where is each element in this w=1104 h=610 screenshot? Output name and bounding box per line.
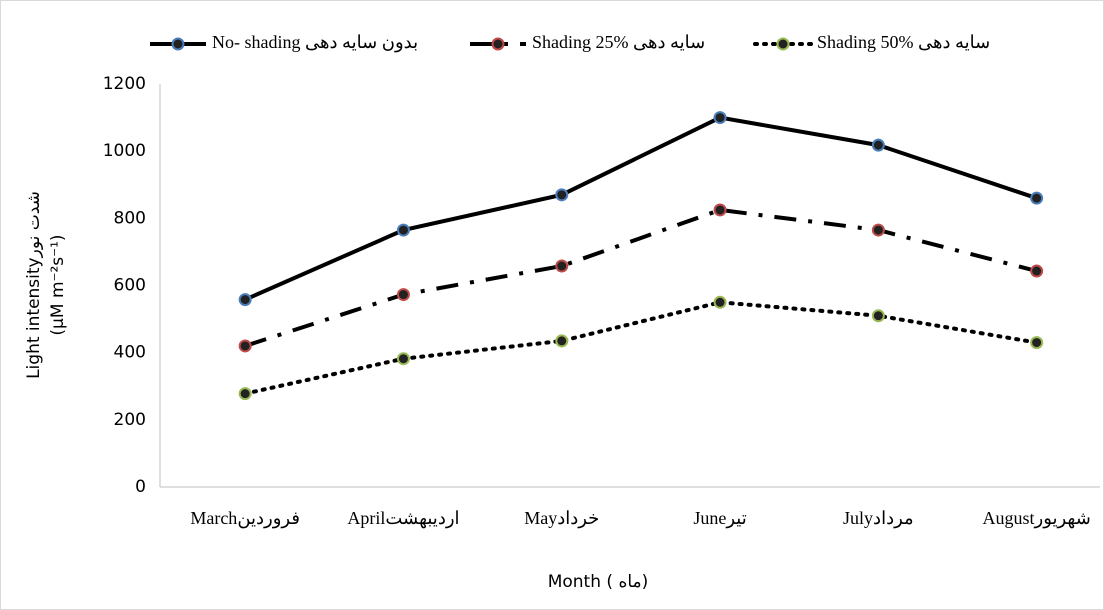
legend-marker xyxy=(776,37,790,51)
data-point xyxy=(555,259,569,273)
data-point xyxy=(713,111,727,125)
series-line xyxy=(244,207,1038,348)
data-point xyxy=(713,203,727,217)
y-tick-label: 400 xyxy=(114,343,146,363)
x-tick-label: Marchفروردین xyxy=(190,508,300,529)
data-point xyxy=(871,138,885,152)
y-axis-label: Light intensityشدت نور xyxy=(24,191,44,379)
legend-label: Shading 50% سایه دهی xyxy=(817,32,990,52)
legend-marker xyxy=(491,37,505,51)
data-point xyxy=(1030,336,1044,350)
x-tick-label: Juneتیر xyxy=(693,508,746,529)
data-point xyxy=(713,295,727,309)
y-tick-label: 1000 xyxy=(103,141,146,161)
y-tick-label: 800 xyxy=(114,208,146,228)
legend-marker xyxy=(171,37,185,51)
data-point xyxy=(871,309,885,323)
data-point xyxy=(238,387,252,401)
legend-label: Shading 25% سایه دهی xyxy=(532,32,705,52)
series-line xyxy=(244,115,1038,302)
x-tick-label: Aprilاردیبهشت xyxy=(347,508,459,529)
data-point xyxy=(1030,191,1044,205)
y-axis-label: (µM m⁻²s⁻¹) xyxy=(48,234,68,335)
y-tick-label: 0 xyxy=(135,477,146,497)
data-point xyxy=(238,339,252,353)
data-point xyxy=(396,352,410,366)
x-tick-label: Mayخرداد xyxy=(524,508,599,529)
data-point xyxy=(555,188,569,202)
x-axis-label: Month ( ماه) xyxy=(548,572,649,592)
data-point xyxy=(238,293,252,307)
series-line xyxy=(243,300,1039,396)
y-tick-label: 200 xyxy=(114,410,146,430)
x-tick-label: Julyمرداد xyxy=(843,508,914,529)
data-point xyxy=(396,223,410,237)
data-point xyxy=(871,223,885,237)
y-tick-label: 600 xyxy=(114,276,146,296)
data-point xyxy=(396,288,410,302)
legend-label: No- shading بدون سایه دهی xyxy=(212,32,418,53)
y-tick-label: 1200 xyxy=(103,74,146,94)
data-point xyxy=(1030,264,1044,278)
x-tick-label: Augustشهریور xyxy=(982,508,1090,529)
data-point xyxy=(555,334,569,348)
